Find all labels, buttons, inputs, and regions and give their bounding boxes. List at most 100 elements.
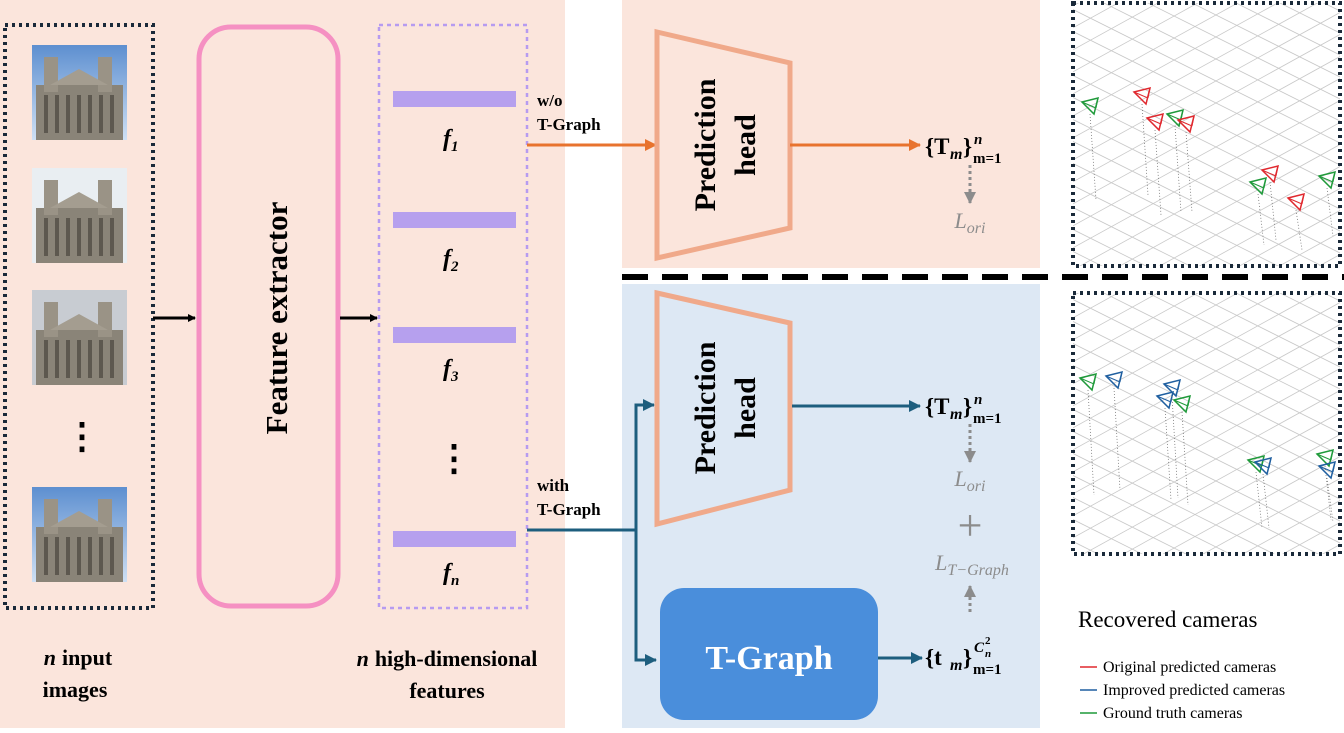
- camera-plot: [1073, 293, 1340, 554]
- plot-grid: [1073, 12, 1340, 161]
- output-set: {T m} n m=1: [925, 392, 1002, 427]
- branch-label: with: [537, 476, 570, 495]
- feature-bar: [393, 91, 516, 107]
- camera: [1301, 193, 1305, 205]
- plot-grid: [1235, 293, 1340, 346]
- plot-grid: [1073, 56, 1340, 205]
- top-panel: [622, 0, 1040, 268]
- plot-grid: [1073, 346, 1340, 495]
- loss-label: Lori: [954, 208, 986, 237]
- feature-subscript: 1: [451, 139, 459, 155]
- legend-label: Original predicted cameras: [1103, 659, 1276, 676]
- branch-label: T-Graph: [537, 500, 601, 519]
- column: [88, 218, 92, 256]
- feature-subscript: n: [451, 573, 459, 589]
- column: [66, 95, 70, 133]
- column: [55, 537, 59, 575]
- camera: [1146, 117, 1162, 125]
- camera: [1177, 379, 1181, 391]
- column: [77, 218, 81, 256]
- plot-grid: [1073, 368, 1340, 517]
- prediction-head-label: head: [729, 377, 762, 439]
- camera: [1330, 449, 1334, 461]
- column: [44, 95, 48, 133]
- camera: [1263, 177, 1267, 189]
- set-sub: m=1: [973, 411, 1002, 427]
- prediction-head-label: Prediction: [689, 78, 722, 211]
- camera: [1180, 109, 1184, 121]
- set-open: {T: [925, 394, 949, 419]
- camera: [1318, 465, 1334, 473]
- camera: [1166, 113, 1182, 121]
- loss-subscript: ori: [967, 478, 986, 495]
- plot-grid: [1158, 166, 1340, 266]
- column: [88, 340, 92, 378]
- tgraph-label: T-Graph: [705, 640, 832, 677]
- loss-symbol: L: [954, 466, 967, 491]
- camera: [1105, 375, 1121, 383]
- column: [77, 340, 81, 378]
- legend-label: Improved predicted cameras: [1103, 682, 1285, 699]
- camera: [1163, 383, 1179, 391]
- camera-stem: [1087, 389, 1095, 496]
- plot-grid: [1073, 431, 1319, 554]
- camera-stem: [1324, 465, 1332, 521]
- loss-subscript: ori: [967, 220, 986, 237]
- plot-grid: [1073, 100, 1340, 249]
- column: [110, 218, 114, 256]
- features-ellipsis: ⋮: [436, 438, 472, 478]
- camera: [1332, 171, 1336, 183]
- loss-label: Lori: [954, 466, 986, 495]
- plot-grid: [1162, 456, 1340, 554]
- camera-plot: [1073, 3, 1340, 266]
- feature-symbol: f: [443, 560, 453, 586]
- column: [44, 537, 48, 575]
- camera-stem: [1185, 131, 1193, 213]
- plot-frame: [1071, 291, 1342, 556]
- camera-stem: [1164, 407, 1172, 501]
- column: [110, 340, 114, 378]
- pediment: [50, 192, 108, 208]
- feature-subscript: 2: [450, 259, 459, 275]
- feature-extractor-label: Feature extractor: [259, 201, 294, 434]
- plot-grid: [1073, 119, 1340, 254]
- plot-grid: [1073, 163, 1279, 266]
- feature-bar: [393, 212, 516, 228]
- tower: [44, 499, 58, 534]
- plot-grid: [1073, 390, 1340, 539]
- camera: [1147, 87, 1151, 99]
- prediction-head: [654, 289, 793, 528]
- column: [55, 95, 59, 133]
- legend: Original predicted cameras Improved predi…: [1080, 659, 1285, 722]
- set-open: {t: [925, 645, 942, 670]
- features-caption: n high-dimensional: [357, 646, 538, 671]
- plot-grid: [1073, 343, 1340, 478]
- plot-grid: [1073, 519, 1143, 554]
- feature-label: f3: [443, 356, 459, 385]
- plot-grid: [1073, 475, 1231, 554]
- camera: [1287, 197, 1303, 205]
- loss-symbol: L: [934, 550, 947, 575]
- column: [55, 340, 59, 378]
- plot-grid: [1191, 3, 1340, 78]
- feature-extractor-box: [196, 24, 341, 609]
- column: [99, 95, 103, 133]
- plot-grid: [1073, 497, 1187, 554]
- images-caption: n input: [44, 645, 113, 670]
- plot-grid: [1103, 293, 1340, 412]
- feature-symbol: f: [443, 246, 453, 272]
- plus: +: [958, 501, 983, 550]
- camera-stem: [1113, 387, 1121, 491]
- column: [99, 537, 103, 575]
- tower: [44, 180, 58, 215]
- tgraph-box: [660, 588, 878, 720]
- set-close: }: [963, 134, 972, 159]
- plot-grid: [1073, 3, 1159, 51]
- plot-grid: [1073, 293, 1239, 385]
- plot-grid: [1279, 3, 1340, 34]
- tower: [98, 57, 112, 92]
- camera: [1133, 91, 1149, 99]
- plot-grid: [1073, 293, 1199, 363]
- camera: [1316, 453, 1332, 461]
